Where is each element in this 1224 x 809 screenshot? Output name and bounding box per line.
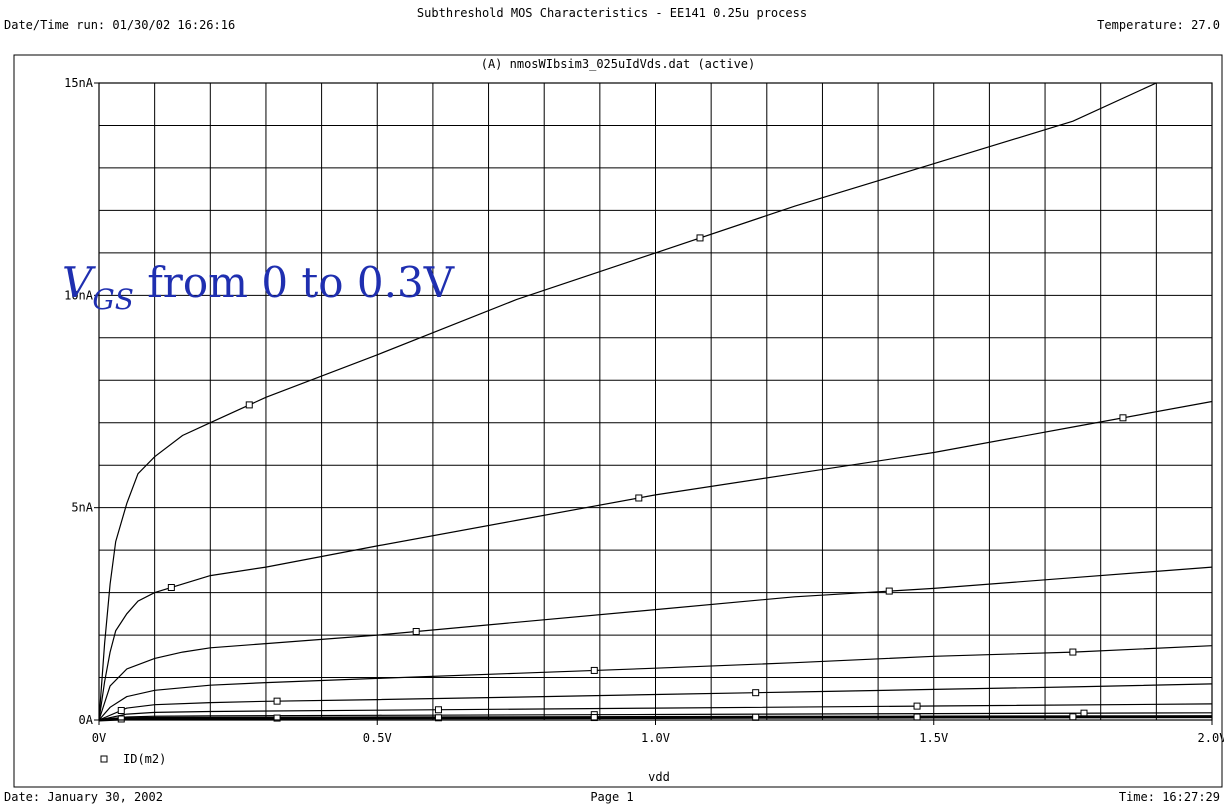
chart-run-title: Subthreshold MOS Characteristics - EE141… bbox=[416, 6, 808, 20]
series-line bbox=[98, 703, 1213, 721]
y-tick-label: 15nA bbox=[64, 76, 94, 90]
x-tick-label: 2.0V bbox=[1198, 731, 1224, 745]
data-marker bbox=[1069, 713, 1077, 721]
annotation-subscript: GS bbox=[92, 283, 134, 316]
data-marker bbox=[1080, 709, 1088, 717]
data-marker bbox=[273, 697, 281, 705]
data-marker bbox=[752, 689, 760, 697]
grid bbox=[98, 82, 1213, 721]
data-marker bbox=[885, 587, 893, 595]
data-marker bbox=[117, 706, 125, 714]
legend: ID(m2) bbox=[100, 752, 166, 766]
annotation-v: V bbox=[62, 258, 96, 307]
data-marker bbox=[913, 702, 921, 710]
series-line bbox=[98, 645, 1213, 721]
data-marker bbox=[1119, 414, 1127, 422]
series-line bbox=[98, 683, 1213, 721]
series-line bbox=[98, 400, 1213, 721]
legend-entry: ID(m2) bbox=[123, 752, 166, 766]
x-tick-label: 1.5V bbox=[919, 731, 948, 745]
plot-title: (A) nmosWIbsim3_025uIdVds.dat (active) bbox=[481, 57, 756, 71]
axes: 0V 0.5V 1.0V 1.5V 2.0V 0A 5nA 10nA 15nA bbox=[64, 76, 1224, 745]
series-line bbox=[98, 712, 1213, 721]
y-tick-label: 5nA bbox=[71, 501, 93, 515]
annotation-rest: from 0 to 0.3V bbox=[134, 258, 455, 307]
y-tick-label: 10nA bbox=[64, 288, 94, 302]
series-line bbox=[98, 715, 1213, 722]
footer-page: Page 1 bbox=[590, 790, 634, 804]
legend-marker-icon bbox=[100, 755, 108, 763]
y-tick-label: 0A bbox=[79, 713, 94, 727]
data-marker bbox=[273, 714, 281, 722]
x-axis-label: vdd bbox=[648, 770, 670, 784]
temperature-label: Temperature: 27.0 bbox=[1097, 18, 1220, 32]
x-tick-label: 0.5V bbox=[363, 731, 392, 745]
series-group bbox=[98, 82, 1213, 723]
data-marker bbox=[117, 715, 125, 723]
vgs-annotation: VGS from 0 to 0.3V bbox=[62, 258, 455, 316]
data-marker bbox=[752, 713, 760, 721]
series-line bbox=[98, 82, 1157, 721]
plot-frame bbox=[13, 54, 1223, 788]
data-marker bbox=[434, 706, 442, 714]
data-marker bbox=[167, 584, 175, 592]
x-tick-label: 0V bbox=[92, 731, 106, 745]
footer-time: Time: 16:27:29 bbox=[1118, 790, 1220, 804]
data-marker bbox=[635, 494, 643, 502]
x-tick-label: 1.0V bbox=[641, 731, 670, 745]
footer-date: Date: January 30, 2002 bbox=[4, 790, 163, 804]
run-datetime: Date/Time run: 01/30/02 16:26:16 bbox=[4, 18, 236, 32]
data-marker bbox=[1069, 648, 1077, 656]
data-marker bbox=[590, 666, 598, 674]
data-marker bbox=[913, 713, 921, 721]
series-line bbox=[98, 566, 1213, 721]
data-marker bbox=[434, 714, 442, 722]
data-marker bbox=[696, 234, 704, 242]
data-marker bbox=[412, 627, 420, 635]
data-marker bbox=[245, 401, 253, 409]
